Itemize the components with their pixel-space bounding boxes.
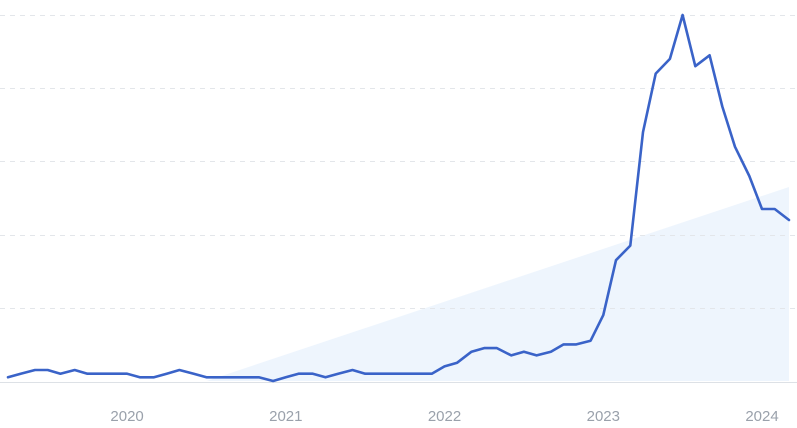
- y-grid: [0, 15, 797, 309]
- x-tick-label-2020: 2020: [110, 408, 143, 425]
- x-tick-label-2021: 2021: [269, 408, 302, 425]
- x-tick-label-2024: 2024: [745, 408, 778, 425]
- forecast-band-area: [206, 187, 789, 381]
- x-tick-label-2022: 2022: [428, 408, 461, 425]
- series-line: [6, 13, 791, 383]
- x-tick-label-2023: 2023: [587, 408, 620, 425]
- x-axis-ticks: 2020 2021 2022 2023 2024: [110, 408, 778, 425]
